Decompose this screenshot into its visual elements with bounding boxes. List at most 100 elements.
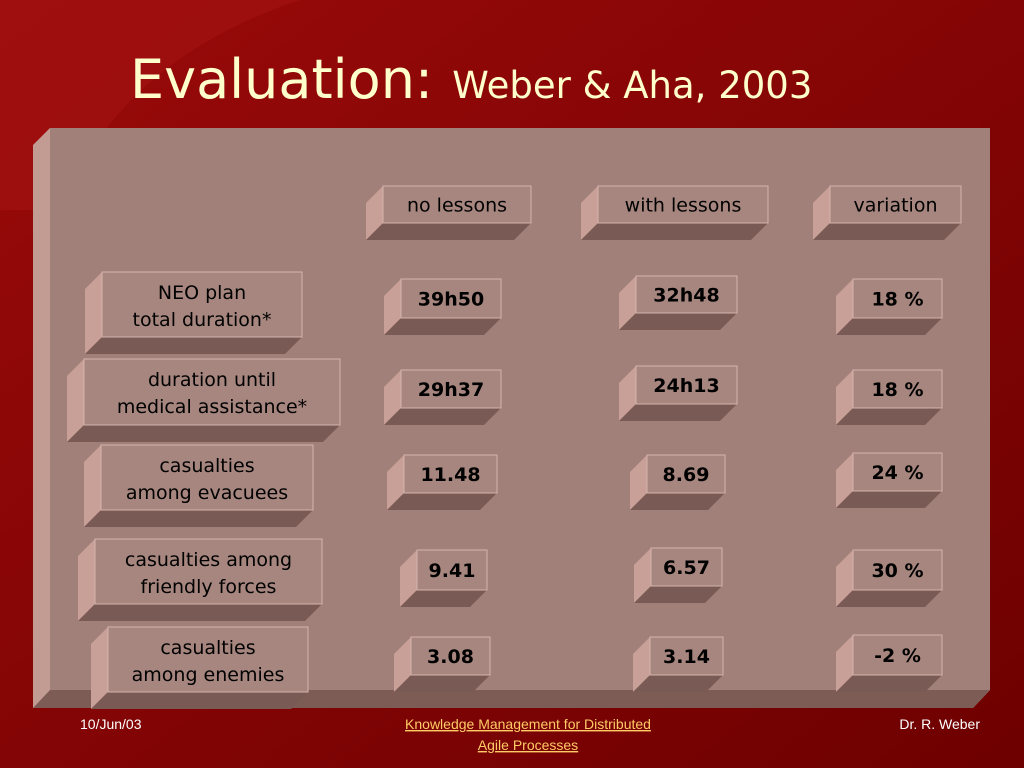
box-bottom: [836, 675, 942, 692]
box-bottom: [836, 590, 942, 607]
box-bottom: [387, 493, 497, 510]
column-header: with lessons: [625, 195, 742, 217]
footer-link[interactable]: Agile Processes: [478, 737, 578, 753]
box-face: [403, 454, 498, 494]
box-side: [581, 186, 598, 240]
box-side: [619, 366, 636, 421]
box-bottom: [619, 404, 737, 421]
table: no lessons with lessons variation NEO plan t…: [67, 185, 962, 709]
footer-link[interactable]: Knowledge Management for Distributed: [405, 716, 651, 732]
box-face: [829, 185, 962, 224]
box-side: [630, 455, 647, 510]
box-side: [400, 550, 417, 607]
cell-value: 39h50: [418, 289, 484, 311]
cell-value: 24 %: [871, 462, 923, 484]
box-bottom: [384, 318, 501, 335]
box-side: [384, 370, 401, 425]
box-bottom: [581, 223, 768, 240]
box-side: [67, 359, 84, 442]
box-face: [597, 185, 769, 224]
column-header: variation: [853, 195, 937, 217]
column-header: no lessons: [407, 195, 507, 217]
box-bottom: [836, 318, 942, 335]
box-face: [649, 636, 724, 676]
row-label: among evacuees: [126, 482, 288, 504]
box-face: [852, 369, 943, 409]
box-side: [78, 539, 95, 621]
box-face: [83, 358, 341, 426]
slide-title: Evaluation: Weber & Aha, 2003: [130, 48, 812, 111]
row-label: duration until: [148, 369, 276, 391]
box-bottom: [400, 590, 487, 607]
box-side: [836, 453, 853, 508]
box-face: [852, 278, 943, 319]
cell-value: 6.57: [663, 557, 710, 579]
cell-value: 9.41: [429, 560, 476, 582]
box-face: [107, 626, 309, 693]
box-side: [813, 186, 830, 240]
box-face: [650, 547, 723, 587]
cell-value: 18 %: [871, 289, 923, 311]
box-face: [635, 275, 738, 314]
box-bottom: [78, 604, 322, 621]
box-side: [384, 279, 401, 335]
box-side: [91, 627, 108, 709]
box-bottom: [633, 675, 723, 692]
box-face: [400, 278, 502, 319]
box-face: [852, 634, 943, 676]
box-side: [84, 445, 101, 527]
box-side: [366, 186, 383, 240]
footer-date: 10/Jun/03: [80, 716, 142, 732]
box-face: [852, 549, 943, 591]
box-face: [100, 444, 314, 511]
box-face: [101, 271, 303, 338]
title: Evaluation:: [130, 48, 433, 111]
box-face: [416, 549, 488, 591]
subtitle: Weber & Aha, 2003: [452, 64, 812, 107]
box-side: [633, 637, 650, 692]
box-side: [836, 279, 853, 335]
cell-value: 8.69: [663, 464, 710, 486]
box-bottom: [366, 223, 531, 240]
box-bottom: [836, 408, 942, 425]
box-side: [619, 276, 636, 330]
cell-value: -2 %: [874, 645, 921, 667]
row-label: friendly forces: [141, 576, 277, 598]
row-label: among enemies: [132, 664, 285, 686]
cell-value: 11.48: [420, 464, 480, 486]
box-side: [85, 272, 102, 354]
box-side: [836, 635, 853, 692]
box-face: [646, 454, 726, 494]
box-side: [387, 455, 404, 510]
row-label: casualties: [160, 637, 255, 659]
box-bottom: [634, 586, 722, 603]
cell-value: 24h13: [653, 375, 719, 397]
box-bottom: [619, 313, 737, 330]
box-face: [382, 185, 532, 224]
cell-value: 32h48: [653, 285, 719, 307]
box-bottom: [84, 510, 313, 527]
box-bottom: [394, 675, 490, 692]
box-face: [400, 369, 502, 409]
box-side: [836, 370, 853, 425]
footer-author: Dr. R. Weber: [899, 716, 980, 732]
box-side: [836, 550, 853, 607]
cell-value: 3.14: [663, 646, 710, 668]
box-bottom: [67, 425, 340, 442]
row-label: NEO plan: [158, 282, 246, 304]
row-label: total duration*: [133, 309, 272, 331]
box-bottom: [813, 223, 961, 240]
box-bottom: [85, 337, 302, 354]
box-side: [634, 548, 651, 603]
row-label: casualties: [159, 455, 254, 477]
cell-value: 30 %: [871, 560, 923, 582]
cell-value: 18 %: [871, 379, 923, 401]
box-face: [635, 365, 738, 405]
box-face: [852, 452, 943, 492]
box-bottom: [91, 692, 308, 709]
box-bottom: [836, 491, 942, 508]
box-face: [410, 636, 491, 676]
box-side: [394, 637, 411, 692]
row-label: casualties among: [125, 549, 292, 571]
